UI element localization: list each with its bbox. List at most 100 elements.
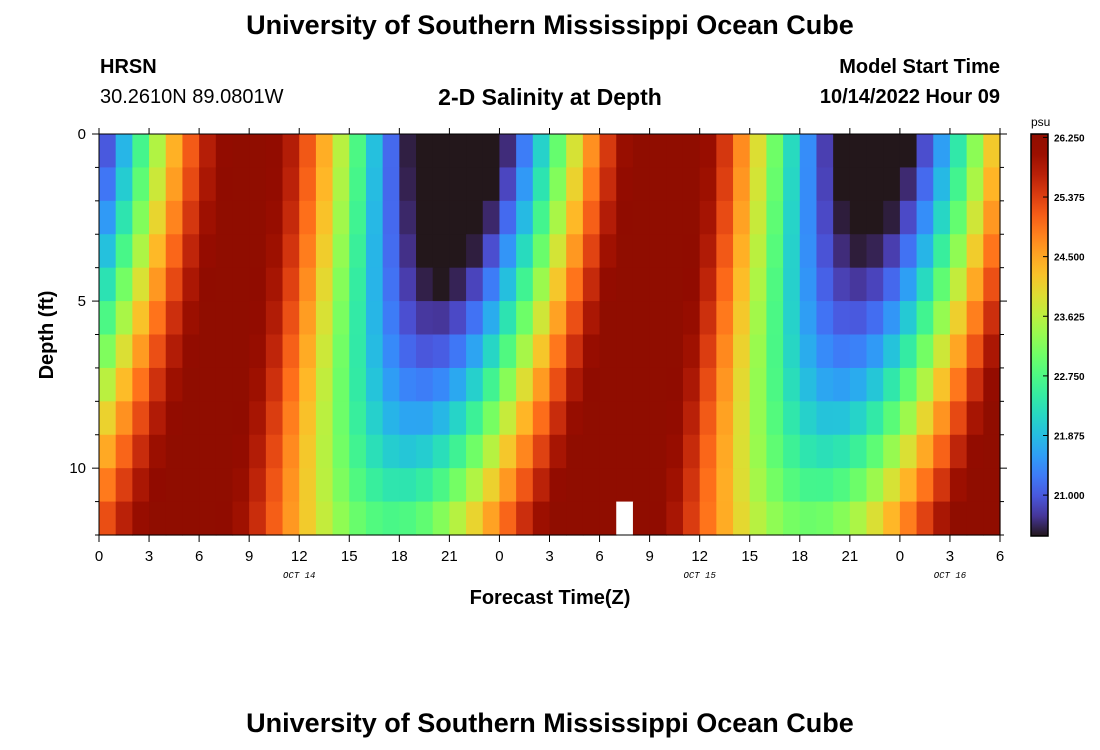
heatmap-cell [883,134,901,169]
heatmap-cell [416,134,434,169]
heatmap-cell [349,468,367,503]
heatmap-cell [899,401,918,436]
heatmap-cell [182,301,200,336]
station-name: HRSN [100,56,157,78]
heatmap-cell [666,134,684,169]
heatmap-cell [482,501,501,536]
heatmap-cell [149,167,167,202]
colorbar-tick-label: 21.000 [1054,491,1085,502]
heatmap-cell [232,468,250,503]
heatmap-cell [616,401,634,436]
heatmap-cell [165,334,184,369]
heatmap-cell [549,301,567,336]
y-axis-title: Depth (ft) [36,291,58,380]
heatmap-cell [382,401,400,436]
heatmap-cell [516,167,534,202]
heatmap-cell [616,267,634,302]
heatmap-cell [716,234,734,269]
heatmap-cell [599,167,617,202]
heatmap-cell [899,468,918,503]
heatmap-cell [215,367,234,402]
heatmap-cell [966,434,984,469]
heatmap-cell [332,468,350,503]
heatmap-cell [265,434,284,469]
heatmap-cell [849,200,868,235]
heatmap-cell [682,200,701,235]
heatmap-cell [249,167,267,202]
heatmap-cell [499,367,517,402]
heatmap-cell [566,267,584,302]
colorbar-tick-label: 26.250 [1054,133,1085,144]
heatmap-cell [749,301,768,336]
heatmap-cell [733,234,751,269]
heatmap-cell [766,334,784,369]
x-tick-label: 12 [691,548,708,565]
heatmap-cell [983,267,1001,302]
heatmap-cell [332,434,350,469]
heatmap-cell [516,234,534,269]
heatmap-cell [666,401,684,436]
heatmap-cell [466,468,484,503]
heatmap-cell [582,367,601,402]
heatmap-cell [866,301,884,336]
heatmap-cell [165,401,184,436]
heatmap-cell [232,200,250,235]
heatmap-cell [733,200,751,235]
heatmap-cell [883,501,901,536]
heatmap-cell [866,501,884,536]
heatmap-cell [833,134,851,169]
heatmap-cell [949,200,968,235]
heatmap-cell [482,234,501,269]
x-tick-label: 3 [545,548,553,565]
heatmap-cell [883,301,901,336]
heatmap-cell [716,167,734,202]
heatmap-cell [966,234,984,269]
heatmap-cell [466,434,484,469]
heatmap-cell [783,334,801,369]
heatmap-cell [416,501,434,536]
heatmap-cell [682,234,701,269]
heatmap-cell [482,167,501,202]
heatmap-cell [849,367,868,402]
heatmap-cell [616,434,634,469]
heatmap-cell [566,434,584,469]
heatmap-cell [182,367,200,402]
heatmap-cell [215,501,234,536]
heatmap-cell [299,334,317,369]
heatmap-cell [182,401,200,436]
heatmap-cell [165,267,184,302]
heatmap-cell [215,468,234,503]
colorbar-unit: psu [1031,115,1050,129]
footer-title: University of Southern Mississippi Ocean… [246,708,854,738]
heatmap-cell [816,301,834,336]
heatmap-cell [616,134,634,169]
heatmap-cell [282,468,300,503]
date-label: OCT 14 [283,571,315,581]
heatmap-cell [432,401,450,436]
heatmap-cell [365,401,384,436]
heatmap-cell [766,468,784,503]
heatmap-cell [582,234,601,269]
heatmap-cell [833,434,851,469]
heatmap-cell [733,134,751,169]
heatmap-cell [549,167,567,202]
heatmap-cell [682,301,701,336]
heatmap-cell [315,301,334,336]
heatmap-cell [582,501,601,536]
heatmap-cell [315,334,334,369]
heatmap-cell [215,401,234,436]
heatmap-cell [966,200,984,235]
heatmap-cell [199,134,217,169]
heatmap-cell [666,167,684,202]
heatmap-cell [516,501,534,536]
heatmap-cell [249,267,267,302]
heatmap-cell [215,200,234,235]
colorbar-scale [1030,133,1049,537]
heatmap-cell [399,501,417,536]
heatmap-cell [466,200,484,235]
heatmap-cell [799,468,818,503]
heatmap-cell [449,134,467,169]
heatmap-cell [165,367,184,402]
heatmap-cell [866,334,884,369]
heatmap-cell [599,334,617,369]
